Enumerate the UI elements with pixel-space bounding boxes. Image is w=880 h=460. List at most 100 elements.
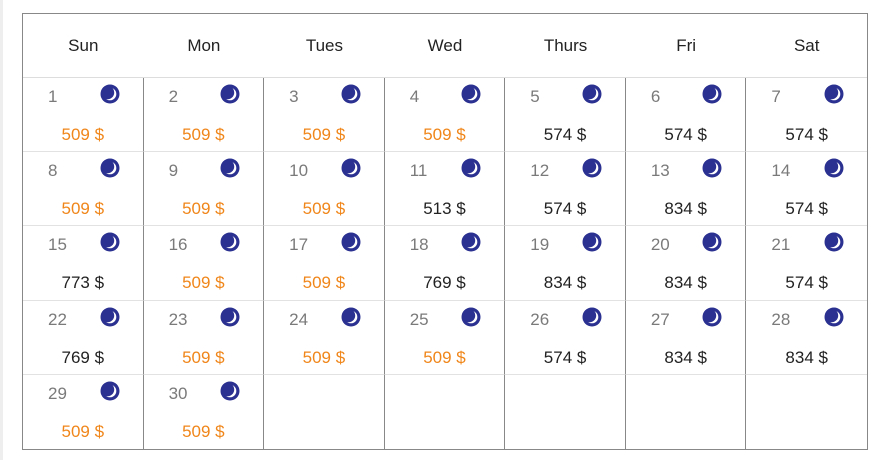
moon-icon: [341, 84, 361, 104]
day-price: 834 $: [785, 347, 828, 367]
day-cell[interactable]: 5 574 $: [505, 78, 626, 153]
moon-icon: [100, 381, 120, 401]
day-price: 509 $: [182, 199, 225, 219]
day-cell[interactable]: 11 513 $: [384, 152, 506, 227]
day-cell[interactable]: 22 769 $: [23, 300, 144, 375]
day-price: 773 $: [61, 273, 105, 293]
weekday-header: Sat: [746, 14, 867, 78]
day-cell[interactable]: 29 509 $: [23, 374, 144, 449]
day-cell[interactable]: 10 509 $: [264, 152, 385, 227]
day-cell[interactable]: 4 509 $: [384, 78, 506, 153]
day-cell[interactable]: 7 574 $: [746, 78, 867, 153]
day-number: 10: [289, 161, 309, 181]
empty-day-cell: [505, 374, 626, 449]
day-number: 9: [168, 161, 179, 181]
day-cell[interactable]: 24 509 $: [264, 300, 385, 375]
moon-icon: [220, 158, 240, 178]
day-cell[interactable]: 19 834 $: [505, 226, 626, 301]
day-number: 24: [289, 309, 309, 329]
day-cell[interactable]: 15 773 $: [23, 226, 144, 301]
day-price: 574 $: [543, 199, 587, 219]
day-price: 509 $: [302, 347, 346, 367]
moon-icon: [220, 232, 240, 252]
day-cell[interactable]: 21 574 $: [746, 226, 867, 301]
day-cell[interactable]: 28 834 $: [746, 301, 867, 375]
day-cell[interactable]: 26 574 $: [505, 300, 626, 375]
day-price: 509 $: [423, 347, 466, 367]
day-cell[interactable]: 12 574 $: [505, 152, 626, 227]
day-number: 26: [530, 309, 550, 329]
day-cell[interactable]: 6 574 $: [625, 78, 747, 153]
day-cell[interactable]: 27 834 $: [625, 300, 747, 375]
moon-icon: [461, 307, 481, 327]
day-cell[interactable]: 17 509 $: [264, 226, 385, 301]
weekday-header: Wed: [384, 14, 506, 78]
moon-icon: [220, 307, 240, 327]
day-cell[interactable]: 3 509 $: [264, 78, 385, 153]
moon-icon: [582, 232, 602, 252]
day-price: 509 $: [182, 125, 225, 144]
day-price: 509 $: [61, 421, 105, 441]
moon-icon: [341, 307, 361, 327]
day-number: 7: [771, 87, 781, 106]
day-cell[interactable]: 2 509 $: [143, 78, 265, 153]
moon-icon: [220, 84, 240, 104]
day-number: 5: [530, 87, 540, 106]
weekday-header: Mon: [143, 14, 265, 78]
moon-icon: [824, 158, 844, 178]
day-number: 23: [168, 309, 188, 329]
day-number: 20: [650, 235, 670, 255]
day-number: 19: [530, 235, 550, 255]
day-cell[interactable]: 25 509 $: [384, 300, 506, 375]
price-calendar: Sun Mon Tues Wed Thurs Fri Sat 1 509 $2 509 $3 509…: [22, 13, 868, 450]
day-number: 13: [650, 161, 670, 181]
moon-icon: [100, 84, 120, 104]
day-price: 574 $: [785, 273, 828, 293]
day-price: 834 $: [664, 199, 707, 219]
day-price: 574 $: [543, 125, 587, 144]
day-cell[interactable]: 30 509 $: [144, 374, 265, 449]
moon-icon: [702, 158, 722, 178]
day-price: 574 $: [785, 125, 828, 144]
empty-day-cell: [385, 374, 506, 449]
weekday-header: Sun: [23, 14, 144, 78]
day-number: 14: [771, 161, 791, 181]
moon-icon: [824, 307, 844, 327]
moon-icon: [220, 381, 240, 401]
day-price: 509 $: [423, 125, 466, 144]
day-cell[interactable]: 9 509 $: [143, 152, 265, 227]
day-number: 15: [48, 235, 67, 255]
moon-icon: [100, 307, 120, 327]
day-cell[interactable]: 23 509 $: [143, 300, 265, 375]
moon-icon: [341, 158, 361, 178]
day-cell[interactable]: 13 834 $: [625, 152, 747, 227]
day-cell[interactable]: 1 509 $: [23, 78, 144, 153]
day-number: 18: [409, 235, 429, 255]
day-number: 6: [650, 87, 661, 106]
moon-icon: [702, 307, 722, 327]
moon-icon: [461, 158, 481, 178]
moon-icon: [582, 84, 602, 104]
weekday-header: Thurs: [505, 14, 626, 78]
day-cell[interactable]: 8 509 $: [23, 152, 144, 227]
day-cell[interactable]: 18 769 $: [384, 226, 506, 301]
day-price: 574 $: [785, 199, 828, 219]
day-number: 21: [771, 235, 791, 255]
day-price: 509 $: [61, 125, 105, 144]
day-cell[interactable]: 16 509 $: [143, 226, 265, 301]
day-number: 1: [48, 87, 58, 106]
empty-day-cell: [626, 374, 747, 449]
day-price: 509 $: [302, 273, 346, 293]
day-number: 2: [168, 87, 179, 106]
moon-icon: [341, 232, 361, 252]
weekday-header: Tues: [264, 14, 385, 78]
day-cell[interactable]: 14 574 $: [746, 152, 867, 227]
day-cell[interactable]: 20 834 $: [625, 226, 747, 301]
moon-icon: [100, 232, 120, 252]
moon-icon: [824, 84, 844, 104]
day-price: 509 $: [302, 199, 346, 219]
page-edge: [0, 0, 3, 460]
day-price: 509 $: [182, 347, 225, 367]
moon-icon: [461, 84, 481, 104]
day-number: 12: [530, 161, 550, 181]
